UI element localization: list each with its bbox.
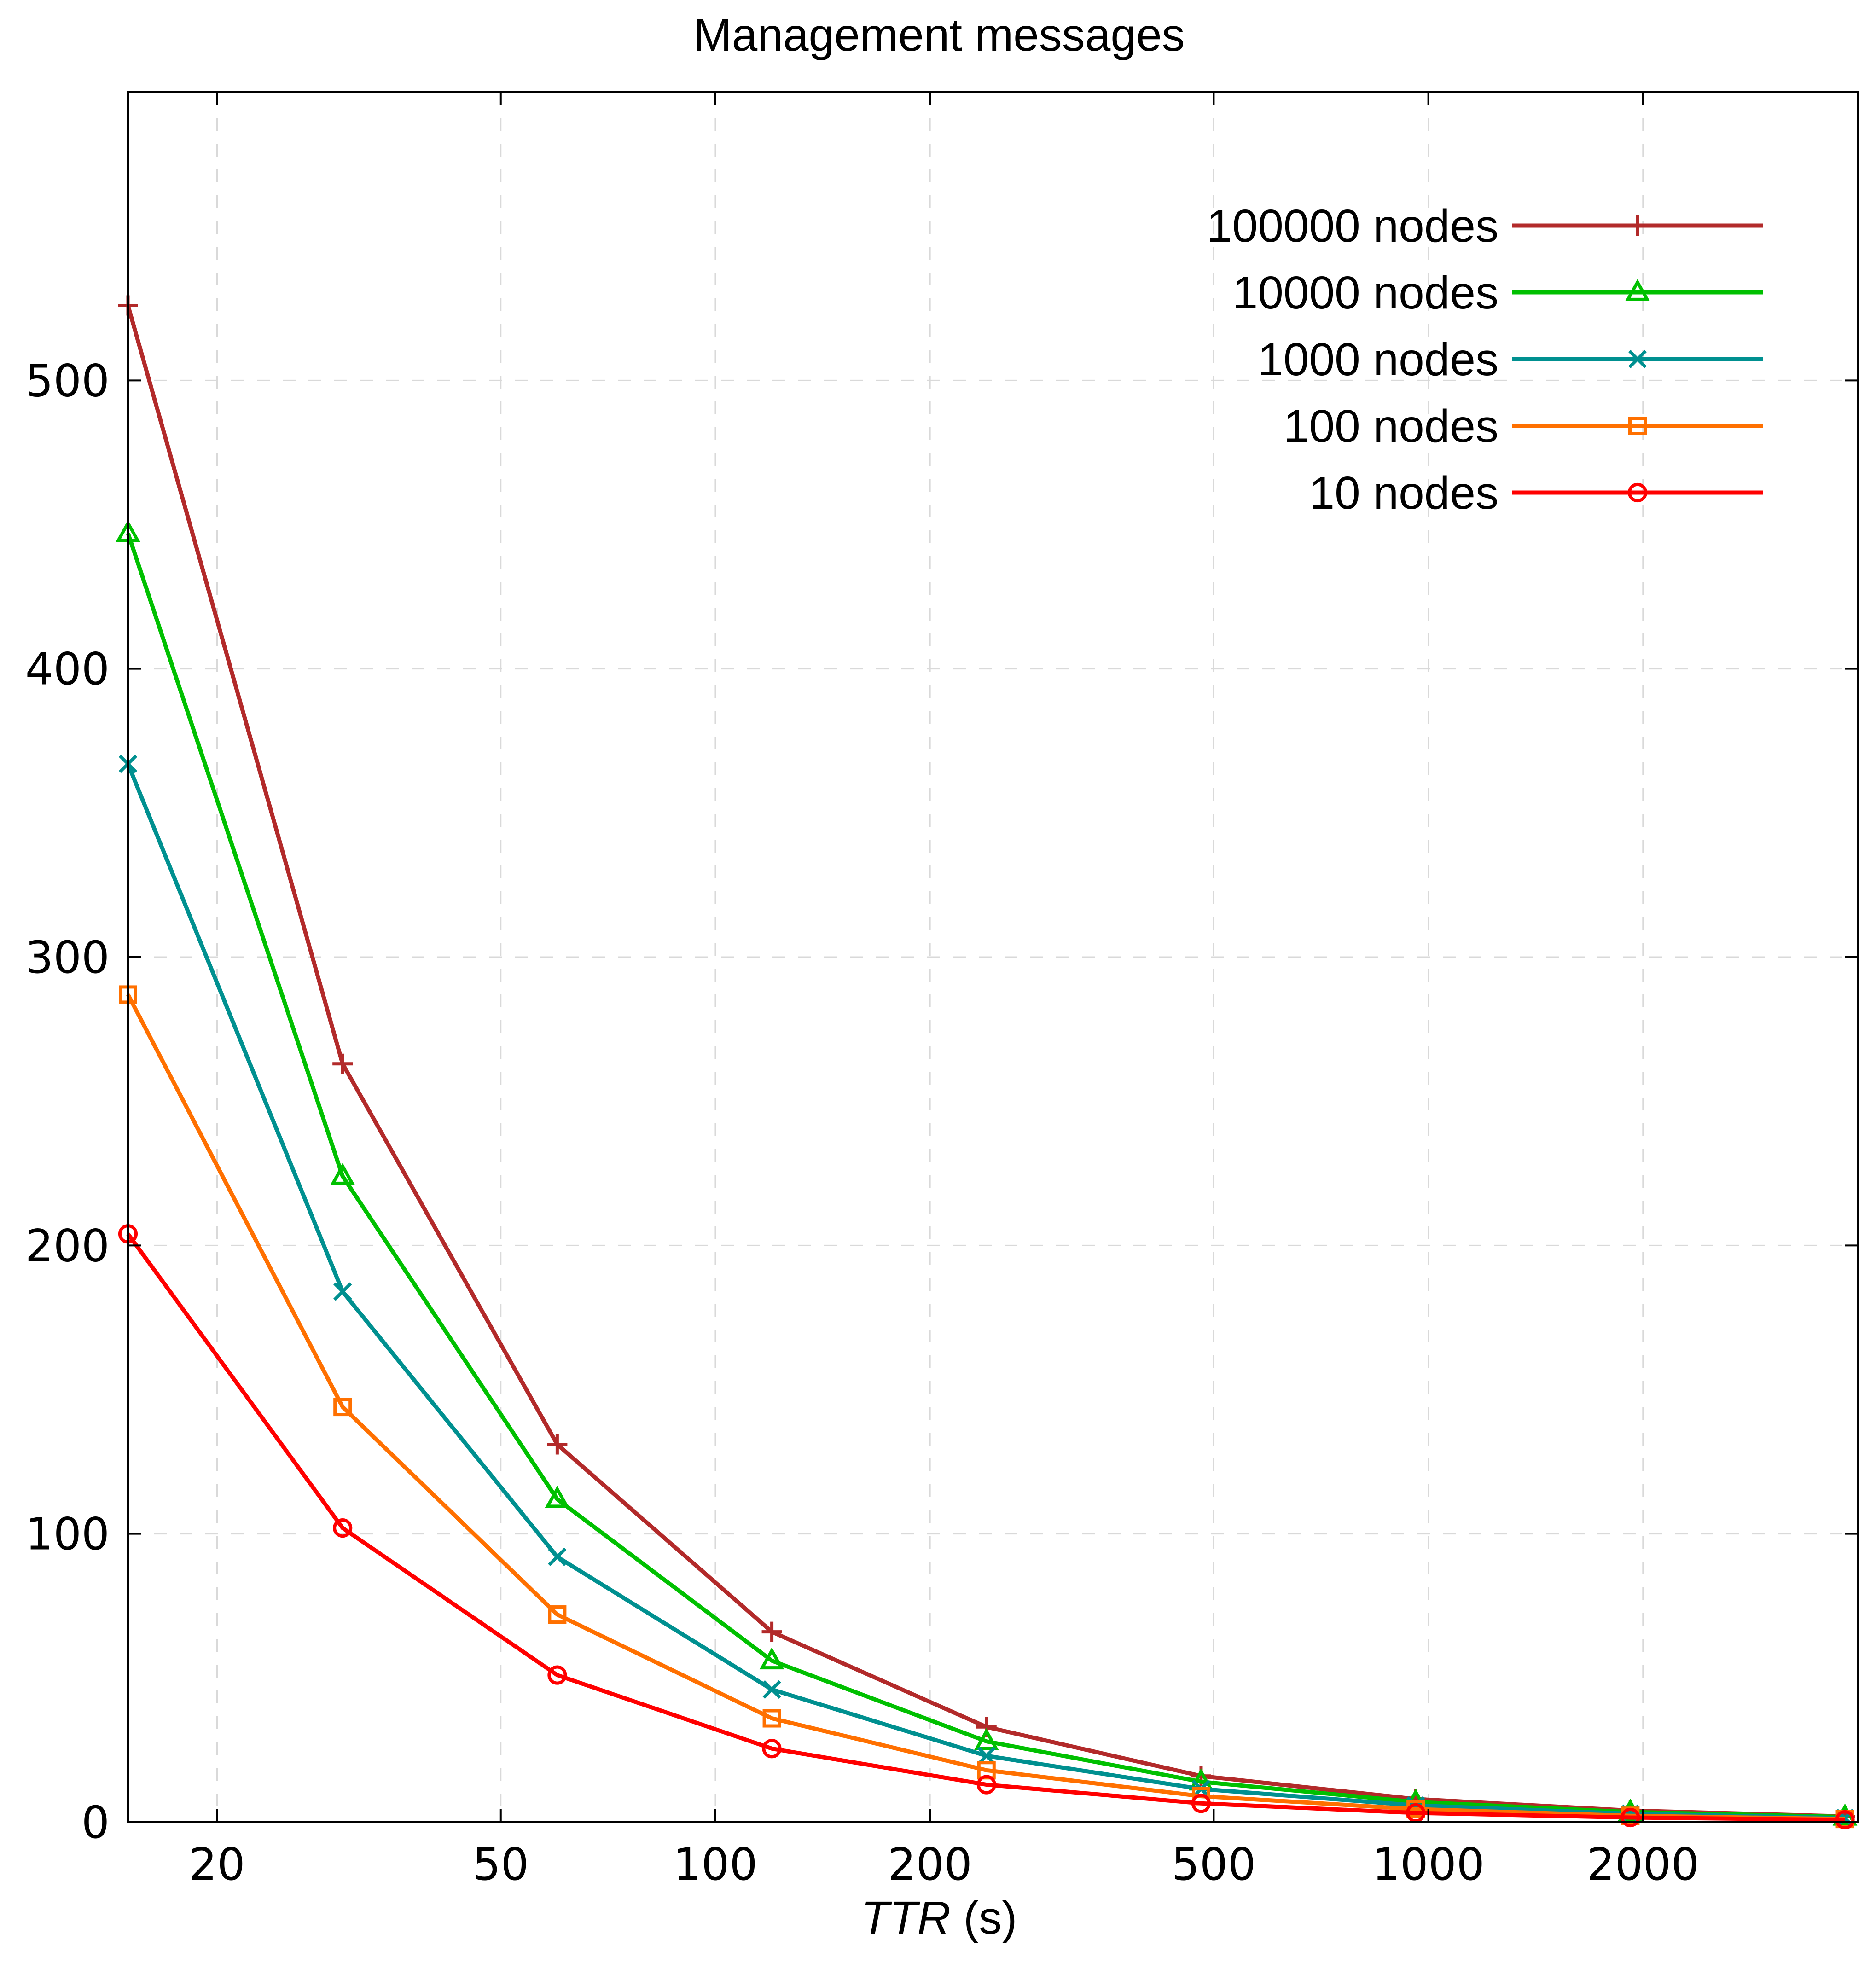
data-point-square [548,1605,567,1624]
data-point-square [333,1398,352,1417]
series-line [126,532,1845,1819]
legend-label: 10000 nodes [1232,267,1498,319]
legend: 100000 nodes 10000 nodes 1000 nodes 100 nod… [1207,200,1763,519]
data-point-circle [1835,1810,1855,1830]
data-point-plus [547,1434,568,1455]
series-line [126,993,1845,1821]
data-point-square [1628,417,1647,435]
data-point-triangle [330,1162,355,1185]
data-point-circle [1406,1803,1426,1823]
series-layer [116,295,1858,1830]
y-tick-label: 400 [25,644,110,695]
legend-item: 1000 nodes [1258,334,1763,385]
cross-marker-b [548,1547,567,1566]
series-10-nodes [118,1224,1855,1830]
grid-lines [128,92,1858,1822]
series-line [126,763,1845,1820]
data-point-plus [1627,215,1648,236]
axis-ticks: 20 50 100 200 500 1000 2000 0 100 200 300 400 500 [25,92,1858,1890]
legend-label: 100 nodes [1284,401,1498,452]
series-line [126,305,1845,1818]
cross-marker-b [333,1282,352,1301]
x-axis-label-unit: (s) [951,1892,1017,1944]
cross-marker-b [1628,349,1647,369]
data-point-triangle [974,1728,999,1750]
legend-item: 100000 nodes [1207,200,1763,252]
data-point-triangle [545,1486,570,1508]
series-1000-nodes [118,755,1854,1828]
x-tick-label: 200 [888,1839,972,1890]
data-point-triangle [759,1647,784,1670]
data-point-square [762,1709,781,1728]
x-tick-label: 500 [1172,1839,1256,1890]
data-point-circle [976,1775,996,1795]
x-tick-label: 50 [473,1839,529,1890]
data-point-cross [548,1547,567,1566]
legend-item: 10000 nodes [1232,267,1763,319]
y-tick-label: 100 [25,1509,110,1560]
legend-item: 10 nodes [1309,467,1763,519]
series-10000-nodes [116,520,1858,1826]
y-tick-label: 300 [25,932,110,983]
data-point-circle [1191,1794,1211,1813]
chart-title: Management messages [693,9,1185,61]
data-point-circle [762,1739,782,1759]
x-axis-label: TTR (s) [861,1892,1017,1944]
series-100000-nodes [118,295,1855,1827]
data-point-cross [762,1680,781,1699]
x-tick-label: 20 [189,1839,245,1890]
cross-marker-b [762,1680,781,1699]
legend-item: 100 nodes [1284,401,1763,452]
x-tick-label: 1000 [1372,1839,1484,1890]
legend-label: 10 nodes [1309,467,1498,519]
data-point-cross [1628,349,1647,369]
data-point-circle [547,1665,567,1685]
y-tick-label: 200 [25,1220,110,1272]
y-tick-label: 500 [25,355,110,407]
series-line [126,1232,1845,1822]
data-point-plus [332,1053,353,1074]
legend-label: 1000 nodes [1258,334,1498,385]
data-point-circle [1620,1807,1640,1828]
legend-label: 100000 nodes [1207,200,1498,252]
data-point-cross [333,1282,352,1301]
series-100-nodes [119,985,1854,1829]
x-axis-label-variable: TTR [861,1892,951,1944]
data-point-plus [761,1621,782,1642]
x-tick-label: 100 [673,1839,757,1890]
data-point-circle [333,1518,353,1538]
x-tick-label: 2000 [1587,1839,1699,1890]
data-point-triangle [1625,279,1650,301]
y-tick-label: 0 [81,1797,110,1848]
data-point-circle [1627,482,1648,503]
